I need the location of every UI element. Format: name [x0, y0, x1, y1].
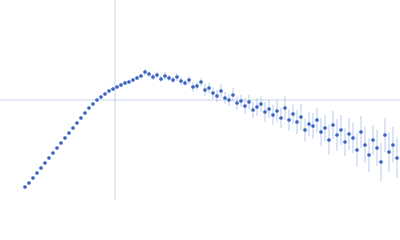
- point: [59, 141, 63, 145]
- point: [131, 78, 135, 82]
- point: [267, 107, 271, 111]
- point: [259, 102, 263, 106]
- point: [223, 96, 227, 100]
- point: [351, 136, 355, 140]
- point: [287, 118, 291, 122]
- point: [359, 130, 363, 134]
- point: [191, 85, 195, 89]
- point: [231, 93, 235, 97]
- point: [255, 105, 259, 109]
- point: [139, 74, 143, 78]
- point: [251, 108, 255, 112]
- point: [215, 94, 219, 98]
- point: [135, 76, 139, 80]
- point: [219, 89, 223, 93]
- point: [115, 85, 119, 89]
- point: [243, 104, 247, 108]
- point: [83, 111, 87, 115]
- point: [79, 116, 83, 120]
- point: [151, 75, 155, 79]
- point: [23, 185, 27, 189]
- point: [123, 81, 127, 85]
- point: [35, 171, 39, 175]
- point: [335, 133, 339, 137]
- point: [171, 78, 175, 82]
- point: [199, 80, 203, 84]
- point: [211, 91, 215, 95]
- point: [311, 124, 315, 128]
- point: [51, 151, 55, 155]
- chart: [0, 0, 400, 200]
- point: [363, 143, 367, 147]
- point: [247, 100, 251, 104]
- point: [235, 101, 239, 105]
- point: [163, 74, 167, 78]
- point: [227, 98, 231, 102]
- point: [319, 130, 323, 134]
- point: [179, 79, 183, 83]
- point: [91, 102, 95, 106]
- point: [367, 153, 371, 157]
- point: [67, 131, 71, 135]
- point: [375, 146, 379, 150]
- point: [371, 138, 375, 142]
- point: [111, 87, 115, 91]
- point: [239, 99, 243, 103]
- point: [95, 98, 99, 102]
- point: [187, 78, 191, 82]
- point: [107, 89, 111, 93]
- point: [331, 123, 335, 127]
- point: [167, 76, 171, 80]
- point: [39, 166, 43, 170]
- point: [87, 106, 91, 110]
- point: [379, 160, 383, 164]
- point: [315, 118, 319, 122]
- point: [147, 72, 151, 76]
- point: [295, 120, 299, 124]
- point: [159, 77, 163, 81]
- point: [71, 126, 75, 130]
- point: [307, 122, 311, 126]
- point: [75, 121, 79, 125]
- point: [395, 156, 399, 160]
- point: [279, 116, 283, 120]
- point: [271, 113, 275, 117]
- point: [119, 83, 123, 87]
- point: [355, 148, 359, 152]
- point: [343, 140, 347, 144]
- point: [27, 181, 31, 185]
- point: [207, 86, 211, 90]
- point: [263, 110, 267, 114]
- point: [283, 106, 287, 110]
- point: [291, 112, 295, 116]
- point: [323, 126, 327, 130]
- point: [347, 132, 351, 136]
- point: [155, 73, 159, 77]
- point: [339, 128, 343, 132]
- point: [31, 176, 35, 180]
- point: [55, 146, 59, 150]
- point: [383, 133, 387, 137]
- point: [175, 75, 179, 79]
- point: [327, 138, 331, 142]
- point: [391, 143, 395, 147]
- point: [47, 156, 51, 160]
- point: [183, 81, 187, 85]
- point: [127, 80, 131, 84]
- point: [99, 95, 103, 99]
- point: [303, 128, 307, 132]
- point: [103, 92, 107, 96]
- point: [195, 84, 199, 88]
- point: [63, 136, 67, 140]
- point: [299, 115, 303, 119]
- point: [387, 150, 391, 154]
- point: [43, 161, 47, 165]
- point: [203, 88, 207, 92]
- point: [143, 70, 147, 74]
- point: [275, 109, 279, 113]
